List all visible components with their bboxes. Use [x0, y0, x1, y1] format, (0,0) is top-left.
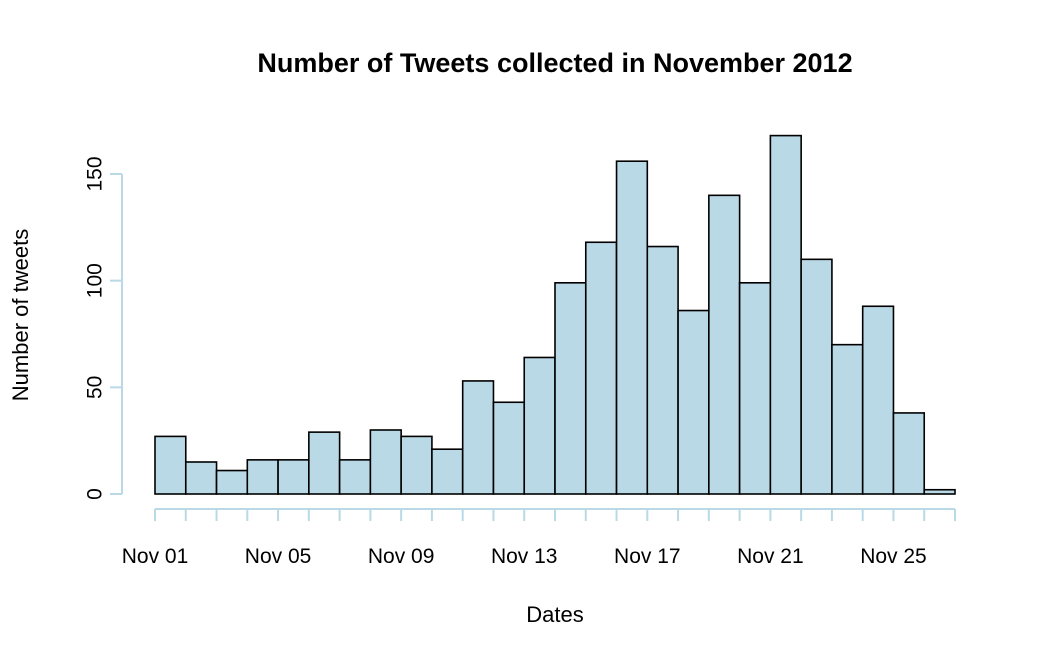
bar-nov-04: [246, 459, 279, 495]
x-axis-label: Dates: [526, 602, 583, 627]
bar-nov-15: [584, 241, 618, 495]
bar-nov-09: [400, 435, 433, 495]
bar-nov-06: [308, 431, 341, 495]
bar-nov-03: [215, 469, 249, 495]
bar-nov-07: [338, 459, 372, 495]
x-tick-label-nov-09: Nov 09: [368, 545, 435, 568]
x-tick-label-nov-17: Nov 17: [614, 545, 681, 568]
chart-title: Number of Tweets collected in November 2…: [257, 48, 852, 78]
bars-group: [154, 134, 956, 495]
bar-nov-01: [154, 435, 187, 495]
bar-nov-20: [738, 281, 772, 495]
bar-nov-22: [800, 258, 833, 495]
bar-nov-12: [492, 401, 526, 495]
y-tick-label-150: 150: [84, 156, 107, 191]
bar-nov-25: [892, 412, 926, 495]
bar-nov-05: [277, 459, 310, 495]
bar-nov-02: [184, 461, 218, 495]
bar-nov-18: [677, 309, 710, 495]
bar-nov-14: [554, 281, 587, 495]
x-tick-label-nov-13: Nov 13: [491, 545, 558, 568]
y-tick-label-0: 0: [84, 488, 107, 500]
x-tick-label-nov-25: Nov 25: [860, 545, 927, 568]
bar-nov-13: [523, 356, 556, 495]
bar-nov-10: [431, 448, 464, 495]
x-tick-label-nov-01: Nov 01: [122, 545, 189, 568]
x-axis: Nov 01 Nov 05 Nov 09 Nov 13 Nov 17 Nov 21 Nov …: [122, 508, 956, 568]
y-tick-label-50: 50: [84, 376, 107, 399]
bar-nov-08: [369, 429, 402, 495]
y-axis-label: Number of tweets: [8, 229, 33, 401]
bar-nov-26: [923, 488, 956, 495]
y-axis: 0 50 100 150: [84, 156, 123, 500]
bar-nov-24: [861, 305, 895, 495]
y-tick-label-100: 100: [84, 263, 107, 298]
x-tick-label-nov-05: Nov 05: [245, 545, 312, 568]
bar-nov-23: [831, 343, 864, 495]
bar-nov-17: [646, 245, 679, 495]
bar-nov-16: [615, 160, 649, 495]
bar-nov-11: [461, 380, 495, 495]
x-tick-label-nov-21: Nov 21: [737, 545, 804, 568]
bar-nov-19: [708, 194, 741, 495]
bar-nov-21: [769, 134, 802, 495]
